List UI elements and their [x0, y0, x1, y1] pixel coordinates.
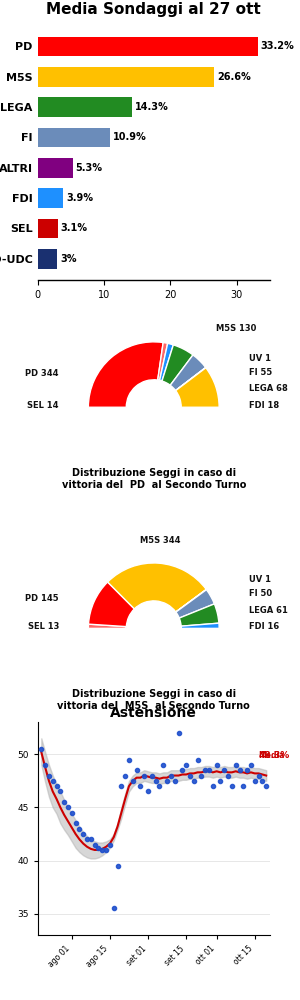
Point — [184, 757, 188, 773]
Point — [50, 773, 55, 789]
Point — [245, 762, 250, 778]
Bar — [38, 158, 73, 178]
Text: Media: Media — [259, 751, 285, 760]
Point — [115, 858, 120, 874]
Point — [252, 773, 257, 789]
Point — [157, 778, 162, 794]
Point — [199, 768, 204, 784]
Point — [210, 778, 215, 794]
Text: 10.9%: 10.9% — [112, 132, 146, 142]
Point — [230, 778, 234, 794]
Point — [43, 757, 47, 773]
Point — [46, 768, 51, 784]
Point — [62, 794, 67, 810]
Point — [165, 773, 170, 789]
Point — [81, 826, 85, 842]
Title: Astensione: Astensione — [110, 706, 197, 720]
Text: 3%: 3% — [60, 254, 76, 264]
Text: 3.9%: 3.9% — [66, 193, 93, 203]
Text: 26.6%: 26.6% — [217, 72, 250, 82]
Text: 48.3%: 48.3% — [259, 740, 290, 760]
Point — [176, 725, 181, 741]
Point — [214, 757, 219, 773]
Point — [153, 773, 158, 789]
Point — [146, 783, 150, 799]
Point — [73, 815, 78, 831]
Point — [195, 752, 200, 768]
Point — [134, 762, 139, 778]
Point — [149, 768, 154, 784]
Point — [138, 778, 143, 794]
Point — [207, 762, 212, 778]
Point — [172, 773, 177, 789]
Bar — [38, 249, 57, 269]
Point — [130, 773, 135, 789]
Point — [218, 773, 223, 789]
Text: Distribuzione Seggi in caso di
vittoria del  M5S  al Secondo Turno: Distribuzione Seggi in caso di vittoria … — [57, 689, 250, 711]
Text: 14.3%: 14.3% — [135, 102, 169, 112]
Point — [123, 768, 128, 784]
Bar — [38, 188, 63, 208]
Point — [226, 768, 230, 784]
Point — [237, 762, 242, 778]
Text: 3.1%: 3.1% — [61, 223, 88, 233]
Point — [233, 757, 238, 773]
Point — [85, 831, 89, 847]
Title: Media Sondaggi al 27 ott: Media Sondaggi al 27 ott — [46, 2, 261, 17]
Point — [203, 762, 208, 778]
Point — [92, 837, 97, 853]
Point — [107, 837, 112, 853]
Point — [222, 762, 227, 778]
Point — [264, 778, 268, 794]
Point — [77, 821, 82, 837]
Point — [248, 757, 253, 773]
Point — [169, 768, 173, 784]
Bar — [38, 67, 214, 87]
Point — [260, 773, 265, 789]
Point — [142, 768, 147, 784]
Point — [39, 741, 44, 757]
Point — [96, 840, 101, 856]
Point — [100, 842, 105, 858]
Text: 33.2%: 33.2% — [261, 41, 295, 51]
Point — [54, 778, 59, 794]
Bar — [38, 37, 258, 56]
Point — [104, 842, 109, 858]
Point — [180, 762, 185, 778]
Point — [256, 768, 261, 784]
Point — [69, 805, 74, 821]
Point — [191, 773, 196, 789]
Point — [88, 831, 93, 847]
Text: Distribuzione Seggi in caso di
vittoria del  PD  al Secondo Turno: Distribuzione Seggi in caso di vittoria … — [61, 468, 246, 490]
Point — [119, 778, 124, 794]
Bar — [38, 219, 58, 238]
Text: TERMOMETRO POLITICO: TERMOMETRO POLITICO — [56, 970, 244, 984]
Point — [111, 900, 116, 916]
Text: 5.3%: 5.3% — [75, 163, 102, 173]
Point — [241, 778, 246, 794]
Bar — [38, 97, 133, 117]
Point — [127, 752, 131, 768]
Point — [58, 783, 63, 799]
Bar — [38, 128, 110, 147]
Point — [66, 799, 70, 815]
Point — [161, 757, 166, 773]
Point — [188, 768, 192, 784]
